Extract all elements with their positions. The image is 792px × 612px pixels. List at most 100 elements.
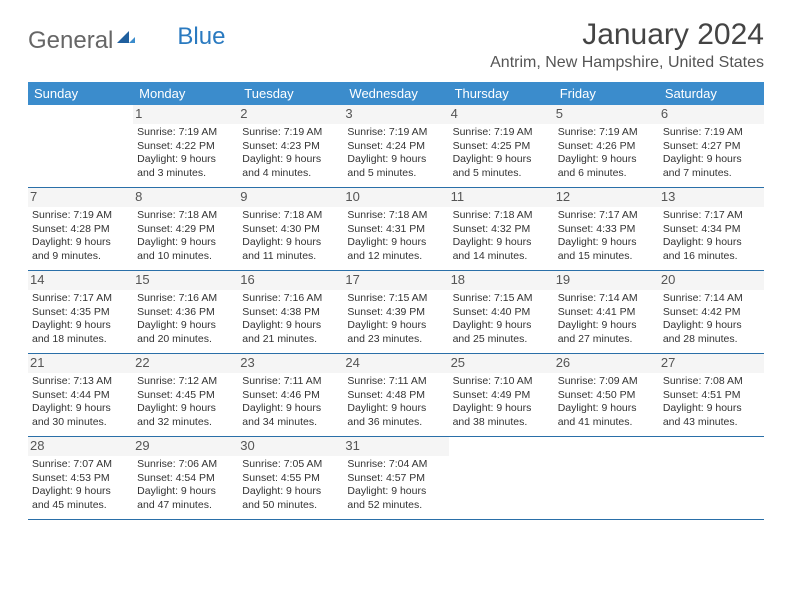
weeks-container: 1 Sunrise: 7:19 AM Sunset: 4:22 PM Daylight…: [28, 105, 764, 520]
sunset-line: Sunset: 4:32 PM: [453, 223, 550, 237]
day-cell: 23Sunrise: 7:11 AMSunset: 4:46 PMDayligh…: [238, 354, 343, 436]
sunset-line: Sunset: 4:33 PM: [558, 223, 655, 237]
day-cell: 5Sunrise: 7:19 AMSunset: 4:26 PMDaylight…: [554, 105, 659, 187]
day-number: 17: [343, 271, 448, 290]
daylight-line: Daylight: 9 hours and 16 minutes.: [663, 236, 760, 263]
day-number: 16: [238, 271, 343, 290]
day-number: 9: [238, 188, 343, 207]
sunset-line: Sunset: 4:36 PM: [137, 306, 234, 320]
sunset-line: Sunset: 4:45 PM: [137, 389, 234, 403]
daylight-line: Daylight: 9 hours and 11 minutes.: [242, 236, 339, 263]
calendar-page: General Blue January 2024 Antrim, New Ha…: [0, 0, 792, 520]
title-block: January 2024 Antrim, New Hampshire, Unit…: [490, 18, 764, 72]
sunset-line: Sunset: 4:48 PM: [347, 389, 444, 403]
day-cell: 14Sunrise: 7:17 AMSunset: 4:35 PMDayligh…: [28, 271, 133, 353]
day-cell: [28, 105, 133, 187]
day-number: 18: [449, 271, 554, 290]
daylight-line: Daylight: 9 hours and 14 minutes.: [453, 236, 550, 263]
sunset-line: Sunset: 4:53 PM: [32, 472, 129, 486]
day-cell: [554, 437, 659, 519]
daylight-line: Daylight: 9 hours and 6 minutes.: [558, 153, 655, 180]
day-cell: 2Sunrise: 7:19 AMSunset: 4:23 PMDaylight…: [238, 105, 343, 187]
week-row: 14Sunrise: 7:17 AMSunset: 4:35 PMDayligh…: [28, 271, 764, 354]
sunset-line: Sunset: 4:26 PM: [558, 140, 655, 154]
sunrise-line: Sunrise: 7:06 AM: [137, 458, 234, 472]
day-cell: 8Sunrise: 7:18 AMSunset: 4:29 PMDaylight…: [133, 188, 238, 270]
sunrise-line: Sunrise: 7:19 AM: [32, 209, 129, 223]
daylight-line: Daylight: 9 hours and 4 minutes.: [242, 153, 339, 180]
sunset-line: Sunset: 4:50 PM: [558, 389, 655, 403]
day-header-cell: Friday: [554, 82, 659, 105]
sunset-line: Sunset: 4:27 PM: [663, 140, 760, 154]
sunrise-line: Sunrise: 7:18 AM: [453, 209, 550, 223]
daylight-line: Daylight: 9 hours and 38 minutes.: [453, 402, 550, 429]
daylight-line: Daylight: 9 hours and 10 minutes.: [137, 236, 234, 263]
sunrise-line: Sunrise: 7:18 AM: [137, 209, 234, 223]
day-number: 27: [659, 354, 764, 373]
day-cell: 18Sunrise: 7:15 AMSunset: 4:40 PMDayligh…: [449, 271, 554, 353]
sunrise-line: Sunrise: 7:17 AM: [663, 209, 760, 223]
day-number: 3: [343, 105, 448, 124]
sunrise-line: Sunrise: 7:16 AM: [137, 292, 234, 306]
day-number: 5: [554, 105, 659, 124]
day-number: 23: [238, 354, 343, 373]
daylight-line: Daylight: 9 hours and 21 minutes.: [242, 319, 339, 346]
day-number: 12: [554, 188, 659, 207]
week-row: 21Sunrise: 7:13 AMSunset: 4:44 PMDayligh…: [28, 354, 764, 437]
sunrise-line: Sunrise: 7:12 AM: [137, 375, 234, 389]
sunrise-line: Sunrise: 7:15 AM: [347, 292, 444, 306]
location: Antrim, New Hampshire, United States: [490, 54, 764, 72]
day-number: 28: [28, 437, 133, 456]
week-row: 28Sunrise: 7:07 AMSunset: 4:53 PMDayligh…: [28, 437, 764, 520]
day-cell: 25Sunrise: 7:10 AMSunset: 4:49 PMDayligh…: [449, 354, 554, 436]
day-cell: 28Sunrise: 7:07 AMSunset: 4:53 PMDayligh…: [28, 437, 133, 519]
day-number: 8: [133, 188, 238, 207]
day-header-cell: Monday: [133, 82, 238, 105]
sunset-line: Sunset: 4:35 PM: [32, 306, 129, 320]
sunset-line: Sunset: 4:31 PM: [347, 223, 444, 237]
sunset-line: Sunset: 4:39 PM: [347, 306, 444, 320]
daylight-line: Daylight: 9 hours and 28 minutes.: [663, 319, 760, 346]
sunrise-line: Sunrise: 7:04 AM: [347, 458, 444, 472]
day-number: 20: [659, 271, 764, 290]
day-cell: [449, 437, 554, 519]
sunset-line: Sunset: 4:22 PM: [137, 140, 234, 154]
sunrise-line: Sunrise: 7:16 AM: [242, 292, 339, 306]
day-cell: 1Sunrise: 7:19 AMSunset: 4:22 PMDaylight…: [133, 105, 238, 187]
sunset-line: Sunset: 4:46 PM: [242, 389, 339, 403]
sunset-line: Sunset: 4:24 PM: [347, 140, 444, 154]
sunset-line: Sunset: 4:41 PM: [558, 306, 655, 320]
day-number: 6: [659, 105, 764, 124]
day-cell: 12Sunrise: 7:17 AMSunset: 4:33 PMDayligh…: [554, 188, 659, 270]
daylight-line: Daylight: 9 hours and 23 minutes.: [347, 319, 444, 346]
sunrise-line: Sunrise: 7:17 AM: [558, 209, 655, 223]
day-number: 14: [28, 271, 133, 290]
day-number: 2: [238, 105, 343, 124]
day-number: 29: [133, 437, 238, 456]
logo-sail-icon: [115, 24, 135, 52]
day-number: 19: [554, 271, 659, 290]
daylight-line: Daylight: 9 hours and 50 minutes.: [242, 485, 339, 512]
sunrise-line: Sunrise: 7:18 AM: [347, 209, 444, 223]
day-number: 7: [28, 188, 133, 207]
sunrise-line: Sunrise: 7:10 AM: [453, 375, 550, 389]
day-cell: 11Sunrise: 7:18 AMSunset: 4:32 PMDayligh…: [449, 188, 554, 270]
daylight-line: Daylight: 9 hours and 32 minutes.: [137, 402, 234, 429]
day-cell: 6Sunrise: 7:19 AMSunset: 4:27 PMDaylight…: [659, 105, 764, 187]
sunrise-line: Sunrise: 7:19 AM: [453, 126, 550, 140]
day-cell: 13Sunrise: 7:17 AMSunset: 4:34 PMDayligh…: [659, 188, 764, 270]
daylight-line: Daylight: 9 hours and 30 minutes.: [32, 402, 129, 429]
sunset-line: Sunset: 4:51 PM: [663, 389, 760, 403]
page-title: January 2024: [490, 18, 764, 52]
day-header-cell: Wednesday: [343, 82, 448, 105]
sunset-line: Sunset: 4:28 PM: [32, 223, 129, 237]
day-number: 25: [449, 354, 554, 373]
sunrise-line: Sunrise: 7:11 AM: [242, 375, 339, 389]
day-cell: 20Sunrise: 7:14 AMSunset: 4:42 PMDayligh…: [659, 271, 764, 353]
day-number: 1: [133, 105, 238, 124]
calendar: SundayMondayTuesdayWednesdayThursdayFrid…: [28, 82, 764, 520]
day-cell: 19Sunrise: 7:14 AMSunset: 4:41 PMDayligh…: [554, 271, 659, 353]
day-cell: 22Sunrise: 7:12 AMSunset: 4:45 PMDayligh…: [133, 354, 238, 436]
day-number: 31: [343, 437, 448, 456]
sunset-line: Sunset: 4:30 PM: [242, 223, 339, 237]
